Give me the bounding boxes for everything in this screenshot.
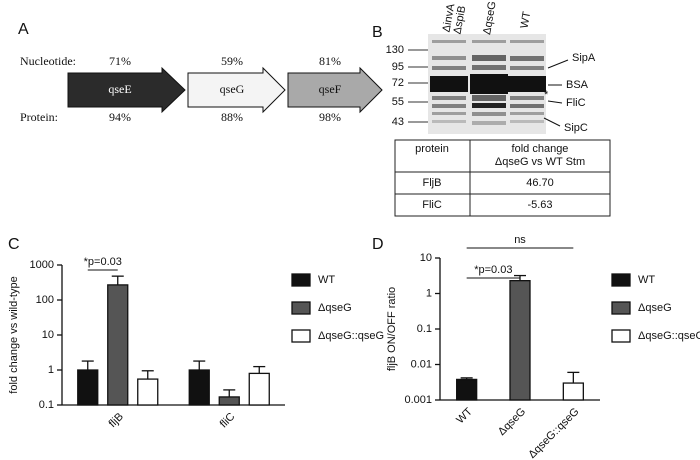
- legend-swatch: [291, 273, 311, 287]
- y-tick-label: 10: [420, 252, 432, 264]
- x-tick-label: ΔqseG::qseG: [526, 406, 581, 460]
- annotation: ns: [514, 234, 526, 246]
- table-cell: -5.63: [527, 199, 552, 211]
- marker-label: 43: [392, 116, 404, 128]
- gene-arrow: [187, 66, 286, 114]
- legend-label: ΔqseG::qseG: [638, 330, 700, 342]
- nucleotide-identity: 81%: [319, 54, 341, 68]
- marker-label: 130: [386, 44, 404, 56]
- lane-label: WT: [519, 10, 534, 29]
- y-tick-label: 1000: [30, 259, 54, 271]
- marker-label: 95: [392, 61, 404, 73]
- annotation: *p=0.03: [84, 256, 122, 268]
- legend-label: ΔqseG::qseG: [318, 330, 384, 342]
- row-label: Protein:: [20, 110, 58, 124]
- band-label: FliC: [566, 97, 586, 109]
- row-label: Nucleotide:: [20, 54, 76, 68]
- annotation: *p=0.03: [474, 264, 512, 276]
- nucleotide-identity: 71%: [109, 54, 131, 68]
- nucleotide-identity: 59%: [221, 54, 243, 68]
- legend-swatch: [291, 329, 311, 343]
- table: [394, 139, 611, 217]
- gene-arrow: [67, 66, 186, 114]
- gene-arrow: [287, 66, 383, 114]
- bar: [137, 378, 159, 406]
- panel-letter: D: [372, 236, 384, 253]
- legend-swatch: [611, 329, 631, 343]
- panel-letter: A: [18, 21, 29, 38]
- bar: [456, 378, 478, 401]
- lane-label: ΔinvA: [441, 2, 458, 33]
- band-label: *: [544, 89, 549, 101]
- y-tick-label: 1: [48, 364, 54, 376]
- legend-swatch: [611, 301, 631, 315]
- x-tick-label: WT: [454, 405, 475, 426]
- protein-identity: 88%: [221, 110, 243, 124]
- bar: [218, 396, 240, 406]
- y-tick-label: 0.01: [411, 358, 432, 370]
- band-label: BSA: [566, 79, 589, 91]
- y-axis-label: fljB ON/OFF ratio: [386, 287, 398, 371]
- table-header: fold change: [512, 143, 569, 155]
- gene-name: qseG: [220, 82, 245, 96]
- table-header: protein: [415, 143, 449, 155]
- x-tick-label: fliC: [218, 411, 238, 431]
- bar: [248, 372, 270, 406]
- y-tick-label: 0.1: [39, 399, 54, 411]
- bar: [509, 280, 531, 401]
- marker-label: 72: [392, 77, 404, 89]
- panel-letter: B: [372, 24, 383, 41]
- bar: [188, 369, 210, 406]
- marker-label: 55: [392, 96, 404, 108]
- y-tick-label: 0.1: [417, 323, 432, 335]
- lane-label: ΔspiB: [452, 5, 469, 35]
- band-arrows: [543, 59, 569, 127]
- legend-swatch: [611, 273, 631, 287]
- x-tick-label: fljB: [107, 411, 126, 430]
- bar: [77, 369, 99, 406]
- lane-label: ΔqseG: [481, 0, 499, 35]
- bar: [562, 382, 584, 401]
- table-cell: 46.70: [526, 177, 554, 189]
- panel-letter: C: [8, 236, 20, 253]
- gene-name: qseE: [108, 82, 131, 96]
- y-tick-label: 0.001: [404, 394, 432, 406]
- legend-label: WT: [638, 274, 655, 286]
- table-cell: FliC: [422, 199, 442, 211]
- y-axis-label: fold change vs wild-type: [8, 276, 20, 393]
- y-tick-label: 100: [36, 294, 54, 306]
- gel: [408, 34, 546, 134]
- bar: [107, 284, 129, 406]
- legend-swatch: [291, 301, 311, 315]
- gene-name: qseF: [319, 82, 342, 96]
- band-label: SipA: [572, 52, 596, 64]
- protein-identity: 94%: [109, 110, 131, 124]
- table-header: ΔqseG vs WT Stm: [495, 156, 585, 168]
- legend-label: WT: [318, 274, 335, 286]
- protein-identity: 98%: [319, 110, 341, 124]
- band-label: SipC: [564, 122, 588, 134]
- table-cell: FljB: [423, 177, 442, 189]
- x-tick-label: ΔqseG: [496, 406, 528, 438]
- legend-label: ΔqseG: [638, 302, 672, 314]
- legend-label: ΔqseG: [318, 302, 352, 314]
- y-tick-label: 1: [426, 287, 432, 299]
- y-tick-label: 10: [42, 329, 54, 341]
